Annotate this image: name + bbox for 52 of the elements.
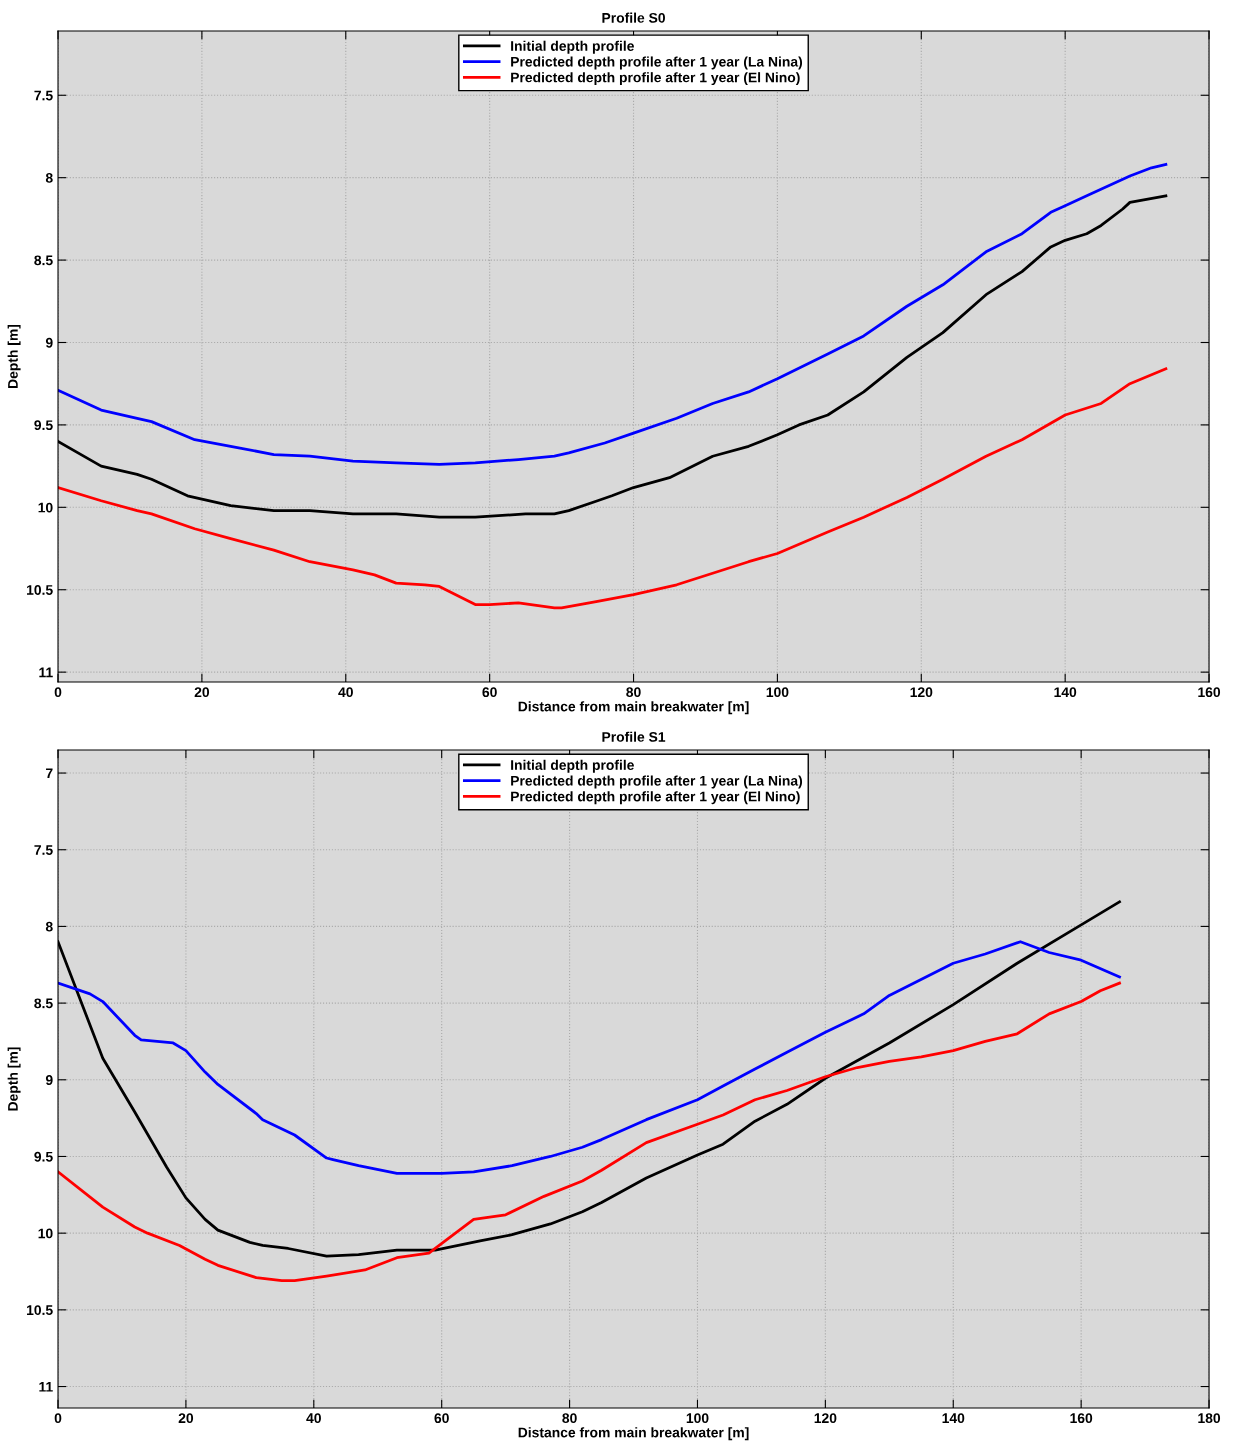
x-tick-label: 120 [910, 687, 933, 698]
chart-title: Profile S1 [602, 731, 666, 742]
x-tick-label: 160 [1198, 687, 1221, 698]
x-axis-title: Distance from main breakwater [m] [518, 701, 749, 715]
line-series [58, 981, 1121, 1283]
y-tick-label: 10 [38, 502, 53, 513]
legend-label: Initial depth profile [511, 40, 634, 54]
y-tick-label: 10.5 [27, 1305, 53, 1316]
line-series [58, 367, 1168, 610]
y-tick-label: 8.5 [34, 998, 53, 1009]
x-tick-label: 100 [686, 1413, 709, 1424]
y-tick-label: 8.5 [34, 255, 53, 266]
legend-label: Initial depth profile [511, 759, 634, 773]
y-tick-label: 7.5 [34, 90, 53, 101]
x-tick-label: 80 [562, 1413, 577, 1424]
x-tick-label: 60 [434, 1413, 449, 1424]
x-tick-label: 20 [194, 687, 210, 698]
line-series [58, 940, 1121, 1175]
x-tick-label: 140 [1054, 687, 1077, 698]
y-tick-label: 9.5 [34, 1151, 53, 1162]
x-tick-label: 40 [338, 687, 353, 698]
y-tick-label: 8 [45, 173, 53, 183]
y-tick-label: 7.5 [34, 845, 53, 855]
y-axis-title: Depth [m] [7, 1047, 21, 1111]
x-tick-label: 160 [1070, 1413, 1093, 1424]
x-tick-label: 100 [766, 687, 789, 698]
legend-label: Predicted depth profile after 1 year (La Nina) [511, 56, 803, 70]
y-tick-label: 10.5 [27, 585, 53, 595]
y-tick-label: 9 [45, 1075, 53, 1085]
legend-label: Predicted depth profile after 1 year (El Nino) [511, 791, 800, 805]
y-tick-label: 9.5 [34, 420, 53, 431]
y-tick-label: 8 [45, 921, 53, 932]
x-tick-label: 0 [54, 1413, 62, 1424]
x-tick-label: 180 [1198, 1413, 1221, 1424]
legend-label: Predicted depth profile after 1 year (El Nino) [511, 72, 800, 86]
chart-title: Profile S0 [602, 12, 665, 23]
x-axis-title: Distance from main breakwater [m] [518, 1427, 749, 1441]
x-tick-label: 20 [178, 1413, 194, 1424]
x-tick-label: 120 [814, 1413, 837, 1424]
x-tick-label: 140 [942, 1413, 965, 1424]
legend-label: Predicted depth profile after 1 year (La Nina) [511, 775, 803, 789]
x-tick-label: 0 [54, 687, 62, 698]
x-tick-label: 80 [626, 687, 641, 698]
y-axis-title: Depth [m] [7, 324, 21, 388]
y-tick-label: 9 [45, 337, 53, 348]
line-series [58, 163, 1168, 466]
y-tick-label: 11 [39, 667, 53, 678]
y-tick-label: 7 [46, 768, 53, 779]
x-tick-label: 40 [306, 1413, 321, 1424]
x-tick-label: 60 [482, 687, 497, 698]
y-tick-label: 11 [39, 1382, 53, 1392]
y-tick-label: 10 [38, 1228, 53, 1239]
